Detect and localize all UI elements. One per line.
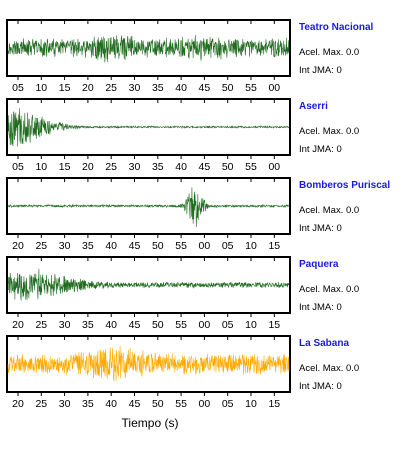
x-tick-label: 15 xyxy=(59,161,71,173)
x-tick-label: 00 xyxy=(268,161,280,173)
x-tick-label: 50 xyxy=(222,82,234,94)
x-tick-label: 50 xyxy=(152,398,164,410)
x-tick-label: 45 xyxy=(129,319,141,331)
max-acceleration-label: Acel. Max. 0.0 xyxy=(299,284,360,295)
x-tick-label: 55 xyxy=(175,319,187,331)
x-tick-label: 25 xyxy=(35,398,47,410)
x-tick-label: 20 xyxy=(12,398,24,410)
waveform-trace xyxy=(7,35,290,63)
x-tick-label: 20 xyxy=(82,82,94,94)
x-tick-label: 20 xyxy=(12,319,24,331)
x-tick-label: 50 xyxy=(222,161,234,173)
waveform-trace xyxy=(7,187,290,228)
x-tick-label: 25 xyxy=(105,82,117,94)
max-acceleration-label: Acel. Max. 0.0 xyxy=(299,363,360,374)
x-tick-label: 35 xyxy=(152,82,164,94)
x-tick-label: 30 xyxy=(129,161,141,173)
x-tick-label: 40 xyxy=(105,319,117,331)
station-name: Teatro Nacional xyxy=(299,22,374,33)
station-name: Aserri xyxy=(299,101,328,112)
jma-intensity-label: Int JMA: 0 xyxy=(299,144,342,155)
panel-3: 20 25 30 35 40 45 50 55 00 05 10 15 xyxy=(6,256,291,331)
max-acceleration-label: Acel. Max. 0.0 xyxy=(299,126,360,137)
x-tick-label: 05 xyxy=(222,240,234,252)
x-tick-label: 05 xyxy=(222,319,234,331)
x-tick-label: 55 xyxy=(245,161,257,173)
max-acceleration-label: Acel. Max. 0.0 xyxy=(299,47,360,58)
x-tick-label: 30 xyxy=(59,319,71,331)
x-tick-label: 20 xyxy=(12,240,24,252)
x-tick-label: 50 xyxy=(152,240,164,252)
x-tick-label: 45 xyxy=(199,161,211,173)
x-tick-label: 45 xyxy=(199,82,211,94)
x-tick-label: 30 xyxy=(59,398,71,410)
x-tick-label: 15 xyxy=(59,82,71,94)
panel-frame xyxy=(6,256,291,314)
x-tick-label: 35 xyxy=(152,161,164,173)
station-name: La Sabana xyxy=(299,338,350,349)
jma-intensity-label: Int JMA: 0 xyxy=(299,302,342,313)
panel-frame xyxy=(6,19,291,77)
x-tick-label: 30 xyxy=(129,82,141,94)
x-tick-label: 40 xyxy=(105,240,117,252)
jma-intensity-label: Int JMA: 0 xyxy=(299,381,342,392)
x-tick-label: 00 xyxy=(199,240,211,252)
x-tick-label: 55 xyxy=(175,240,187,252)
x-tick-label: 15 xyxy=(268,398,280,410)
x-tick-label: 10 xyxy=(245,398,257,410)
x-tick-label: 05 xyxy=(12,161,24,173)
waveform-trace xyxy=(7,108,290,147)
waveform-trace xyxy=(7,345,290,382)
panel-1: 05 10 15 20 25 30 35 40 45 50 55 00 xyxy=(6,98,291,173)
waveform-trace xyxy=(7,268,290,301)
x-tick-label: 35 xyxy=(82,319,94,331)
x-tick-label: 15 xyxy=(268,240,280,252)
x-tick-label: 25 xyxy=(35,240,47,252)
panel-0: 05 10 15 20 25 30 35 40 45 50 55 00 xyxy=(6,19,291,94)
x-tick-label: 00 xyxy=(199,319,211,331)
panel-2: 20 25 30 35 40 45 50 55 00 05 10 15 xyxy=(6,177,291,252)
x-tick-label: 55 xyxy=(245,82,257,94)
x-tick-label: 40 xyxy=(105,398,117,410)
x-tick-label: 30 xyxy=(59,240,71,252)
x-tick-label: 25 xyxy=(35,319,47,331)
x-tick-label: 40 xyxy=(175,82,187,94)
station-name: Paquera xyxy=(299,259,339,270)
x-tick-label: 10 xyxy=(35,82,47,94)
x-tick-label: 05 xyxy=(222,398,234,410)
panel-frame xyxy=(6,335,291,393)
x-tick-label: 55 xyxy=(175,398,187,410)
x-axis-title: Tiempo (s) xyxy=(121,416,179,430)
x-tick-label: 10 xyxy=(245,240,257,252)
x-tick-label: 00 xyxy=(199,398,211,410)
x-tick-label: 35 xyxy=(82,240,94,252)
x-tick-label: 40 xyxy=(175,161,187,173)
x-tick-label: 10 xyxy=(245,319,257,331)
jma-intensity-label: Int JMA: 0 xyxy=(299,223,342,234)
x-tick-label: 10 xyxy=(35,161,47,173)
jma-intensity-label: Int JMA: 0 xyxy=(299,65,342,76)
panel-frame xyxy=(6,98,291,156)
panel-4: 20 25 30 35 40 45 50 55 00 05 10 15 xyxy=(6,335,291,410)
x-tick-label: 35 xyxy=(82,398,94,410)
station-name: Bomberos Puriscal xyxy=(299,180,391,191)
x-tick-label: 50 xyxy=(152,319,164,331)
x-tick-label: 45 xyxy=(129,240,141,252)
x-tick-label: 05 xyxy=(12,82,24,94)
x-tick-label: 45 xyxy=(129,398,141,410)
max-acceleration-label: Acel. Max. 0.0 xyxy=(299,205,360,216)
x-tick-label: 25 xyxy=(105,161,117,173)
x-tick-label: 20 xyxy=(82,161,94,173)
panel-frame xyxy=(6,177,291,235)
x-tick-label: 00 xyxy=(268,82,280,94)
x-tick-label: 15 xyxy=(268,319,280,331)
